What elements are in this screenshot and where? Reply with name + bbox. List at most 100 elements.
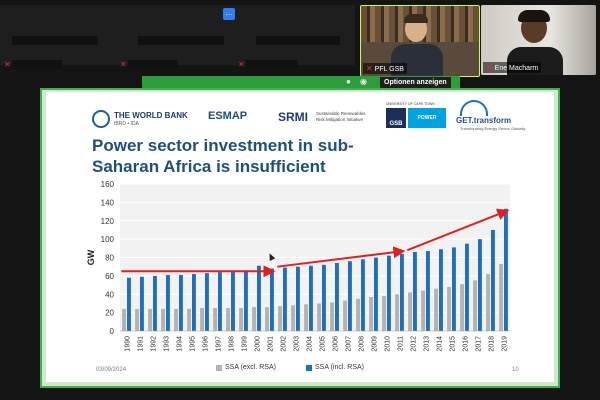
- bar-ssa-excl-rsa: [382, 296, 386, 331]
- legend-label-excl: SSA (excl. RSA): [225, 364, 276, 371]
- x-tick-label: 2008: [359, 336, 366, 352]
- x-tick-label: 2016: [463, 336, 470, 352]
- bar-ssa-excl-rsa: [265, 307, 269, 331]
- x-tick-label: 1998: [229, 336, 236, 352]
- participant-name-bar[interactable]: [138, 36, 224, 45]
- y-tick-label: 20: [105, 309, 114, 318]
- x-tick-label: 2019: [502, 336, 509, 352]
- bar-ssa-incl-rsa: [283, 267, 287, 331]
- bar-ssa-excl-rsa: [200, 308, 204, 331]
- bar-ssa-incl-rsa: [452, 247, 456, 331]
- slide-title: Power sector investment in sub- Saharan …: [92, 136, 354, 176]
- world-bank-logo-sub: IBRD • IDA: [114, 121, 139, 127]
- x-tick-label: 2015: [450, 336, 457, 352]
- bar-ssa-excl-rsa: [317, 303, 321, 331]
- gsb-logo: GSB: [386, 108, 406, 128]
- participant-name-label: ✕ PFL GSB: [363, 63, 407, 74]
- person-hair: [518, 10, 550, 22]
- mic-muted-icon: ✕: [120, 60, 127, 69]
- bar-ssa-incl-rsa: [465, 243, 469, 331]
- participant-name-bar: [12, 60, 62, 69]
- bar-ssa-excl-rsa: [330, 302, 334, 331]
- legend-swatch-excl: [216, 365, 222, 371]
- participant-video-pfl-gsb[interactable]: ✕ PFL GSB: [360, 5, 480, 77]
- show-options-button[interactable]: Optionen anzeigen: [380, 77, 451, 88]
- bar-ssa-excl-rsa: [486, 274, 490, 331]
- bar-ssa-incl-rsa: [335, 263, 339, 331]
- bar-ssa-excl-rsa: [135, 308, 139, 331]
- bar-ssa-incl-rsa: [153, 275, 157, 331]
- participant-name-bar: [246, 60, 298, 69]
- bar-ssa-incl-rsa: [426, 251, 430, 331]
- x-tick-label: 2005: [320, 336, 327, 352]
- participant-strip: [0, 5, 355, 65]
- srmi-logo: SRMI: [278, 110, 308, 124]
- get-transform-logo-sub: Transforming Energy Sector Globally: [460, 126, 526, 131]
- world-bank-logo: THE WORLD BANK: [114, 111, 188, 120]
- mic-muted-icon: ✕: [486, 63, 493, 72]
- microphone-icon[interactable]: ●: [346, 77, 351, 86]
- bar-ssa-excl-rsa: [239, 308, 243, 331]
- legend-swatch-incl: [306, 365, 312, 371]
- x-tick-label: 2001: [268, 336, 275, 352]
- x-tick-label: 1997: [216, 336, 223, 352]
- bar-ssa-incl-rsa: [257, 265, 261, 331]
- bar-ssa-excl-rsa: [252, 307, 256, 331]
- bar-ssa-incl-rsa: [309, 265, 313, 331]
- power-futures-logo: POWER FUTURES: [408, 108, 446, 141]
- y-tick-label: 60: [105, 272, 114, 281]
- legend-label-incl: SSA (incl. RSA): [315, 364, 365, 371]
- participant-name-bar[interactable]: [256, 36, 340, 45]
- x-tick-label: 2009: [372, 336, 379, 352]
- srmi-logo-sub: Sustainable Renewables Risk Mitigation I…: [316, 111, 366, 122]
- bar-ssa-excl-rsa: [187, 308, 191, 331]
- bar-ssa-incl-rsa: [348, 261, 352, 331]
- bar-ssa-excl-rsa: [304, 304, 308, 331]
- bar-ssa-incl-rsa: [322, 264, 326, 331]
- bar-ssa-incl-rsa: [270, 268, 274, 331]
- bar-ssa-incl-rsa: [231, 271, 235, 331]
- x-tick-label: 2011: [398, 336, 405, 351]
- get-transform-logo-icon: [460, 100, 488, 116]
- bar-ssa-incl-rsa: [504, 208, 508, 331]
- bar-ssa-excl-rsa: [174, 308, 178, 331]
- esmap-logo: ESMAP: [208, 110, 248, 122]
- bar-ssa-incl-rsa: [218, 272, 222, 331]
- bar-ssa-excl-rsa: [122, 308, 126, 331]
- mic-muted-icon: ✕: [4, 60, 11, 69]
- bar-ssa-incl-rsa: [361, 259, 365, 331]
- bar-ssa-incl-rsa: [413, 251, 417, 331]
- bar-ssa-excl-rsa: [343, 300, 347, 331]
- bar-ssa-excl-rsa: [434, 288, 438, 331]
- x-tick-label: 2010: [385, 336, 392, 352]
- y-tick-label: 140: [101, 198, 115, 207]
- bar-ssa-excl-rsa: [148, 308, 152, 331]
- bar-ssa-incl-rsa: [374, 257, 378, 331]
- get-transform-logo: GET.transform: [456, 116, 512, 125]
- x-tick-label: 2002: [281, 336, 288, 352]
- slide-page-number: 10: [512, 367, 519, 373]
- bar-ssa-excl-rsa: [499, 263, 503, 331]
- bar-ssa-incl-rsa: [166, 274, 170, 331]
- participant-name-bar[interactable]: [12, 36, 98, 45]
- bar-ssa-excl-rsa: [213, 308, 217, 331]
- x-tick-label: 2018: [489, 336, 496, 352]
- x-tick-label: 1993: [164, 336, 171, 352]
- x-tick-label: 1994: [177, 336, 184, 352]
- bar-ssa-incl-rsa: [439, 249, 443, 331]
- more-participants-button[interactable]: ...: [223, 8, 235, 20]
- bar-ssa-incl-rsa: [387, 255, 391, 331]
- capacity-bar-chart: 0 20 40 60 80 100 120 140 160 GW 1990 1991 1992 1993 1…: [86, 180, 510, 352]
- participant-video-ene-macharm[interactable]: ✕ Ene Macharm: [481, 5, 596, 75]
- bar-ssa-excl-rsa: [278, 306, 282, 331]
- x-tick-label: 2006: [333, 336, 340, 352]
- x-tick-label: 2017: [476, 336, 483, 352]
- bar-ssa-excl-rsa: [408, 292, 412, 331]
- mic-muted-icon: ✕: [366, 64, 373, 73]
- y-tick-label: 80: [105, 254, 114, 263]
- trend-arrow: [406, 208, 510, 252]
- share-status-icon[interactable]: ◉: [360, 77, 367, 86]
- bar-ssa-excl-rsa: [447, 286, 451, 331]
- bar-ssa-excl-rsa: [395, 294, 399, 331]
- x-tick-label: 2012: [411, 336, 418, 352]
